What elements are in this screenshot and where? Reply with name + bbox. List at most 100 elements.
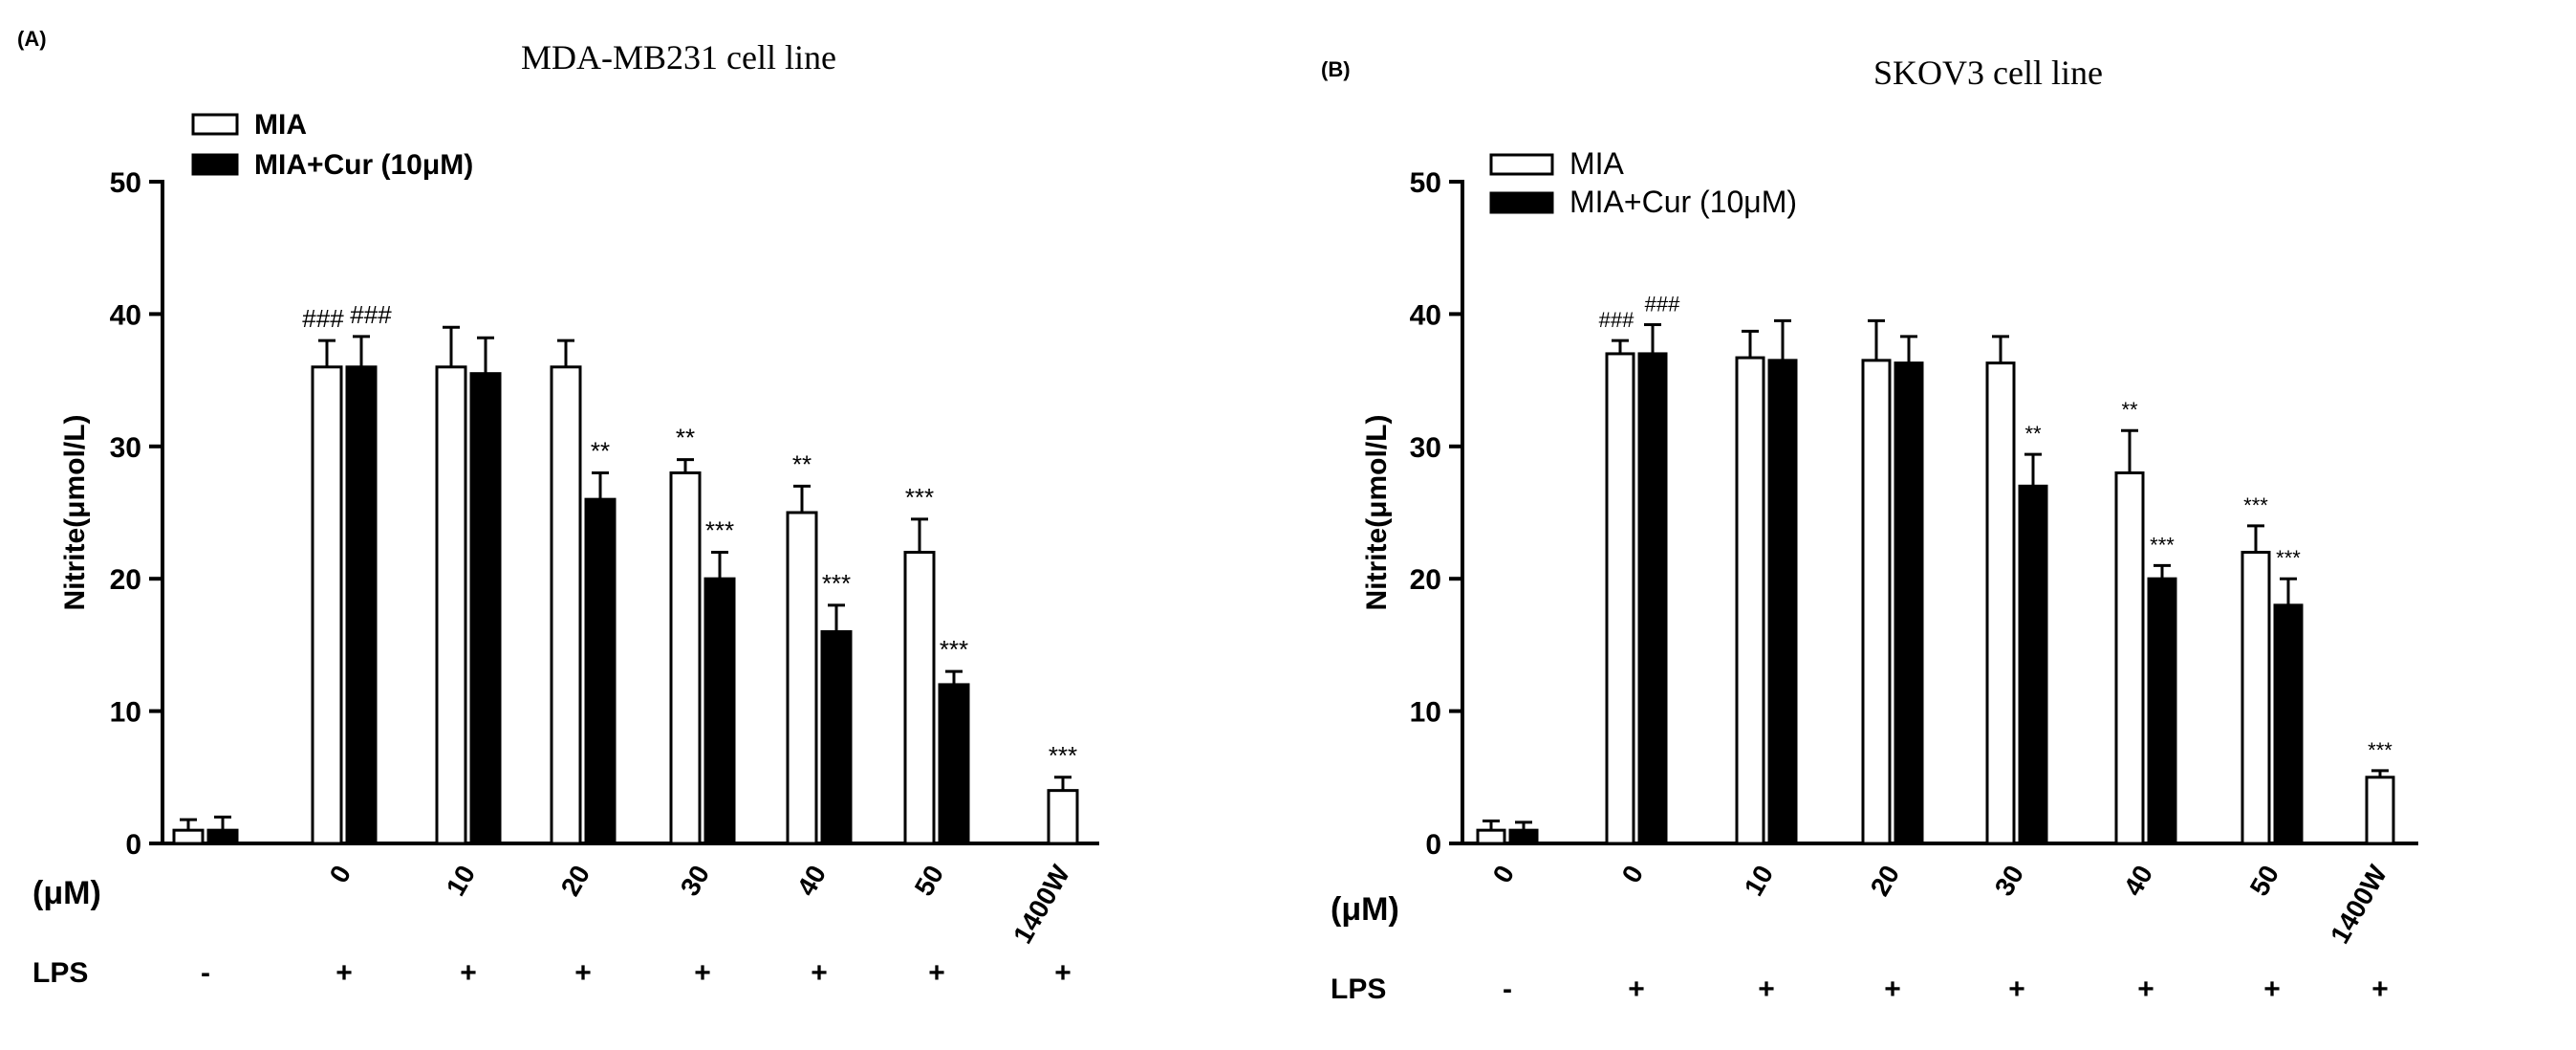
bar bbox=[2273, 603, 2304, 845]
x-tick-label: 1400W bbox=[1007, 860, 1075, 949]
y-tick-label: 30 bbox=[110, 432, 141, 464]
y-tick-label: 20 bbox=[110, 564, 141, 596]
legend-swatch bbox=[191, 113, 239, 136]
lps-sign: + bbox=[2137, 973, 2154, 1005]
lps-sign: + bbox=[1054, 957, 1072, 989]
y-axis-label: Nitrite(μmol/L) bbox=[1361, 414, 1393, 610]
lps-sign: + bbox=[1758, 973, 1775, 1005]
y-tick-label: 10 bbox=[110, 697, 141, 729]
significance-label: ### bbox=[1599, 308, 1634, 332]
lps-sign: + bbox=[574, 957, 592, 989]
lps-sign: + bbox=[928, 957, 945, 989]
lps-sign: + bbox=[2371, 973, 2389, 1005]
legend-label: MIA bbox=[254, 109, 307, 141]
chart-title: SKOV3 cell line bbox=[1873, 54, 2103, 92]
panel-label: (B) bbox=[1321, 57, 1351, 81]
x-tick-label: 30 bbox=[1989, 861, 2029, 901]
significance-label: ### bbox=[302, 304, 344, 333]
lps-row-label: LPS bbox=[1331, 973, 1386, 1005]
lps-sign: + bbox=[336, 957, 353, 989]
bar bbox=[938, 683, 970, 845]
y-tick-label: 10 bbox=[1410, 697, 1441, 729]
lps-sign: + bbox=[1628, 973, 1645, 1005]
legend-label: MIA+Cur (10μM) bbox=[1569, 185, 1797, 219]
bar bbox=[903, 551, 936, 845]
significance-label: ### bbox=[1645, 292, 1680, 316]
bar bbox=[820, 630, 853, 845]
x-tick-label: 1400W bbox=[2325, 860, 2392, 949]
significance-label: *** bbox=[2368, 738, 2392, 762]
significance-label: ** bbox=[792, 449, 812, 478]
panel-b: (B) SKOV3 cell line 0 10 20 30 40 50 Nitrite(μmo… bbox=[1321, 54, 2418, 1005]
bar bbox=[1894, 361, 1924, 845]
bar bbox=[1637, 352, 1668, 845]
panel-label: (A) bbox=[17, 27, 47, 51]
lps-sign: - bbox=[201, 957, 210, 989]
y-tick-label: 50 bbox=[110, 167, 141, 199]
bar bbox=[311, 365, 343, 845]
y-tick-label: 0 bbox=[1425, 829, 1441, 861]
lps-sign: + bbox=[1884, 973, 1901, 1005]
x-tick-label: 0 bbox=[324, 861, 357, 888]
x-tick-label: 0 bbox=[1616, 861, 1650, 888]
dose-row-label: (μM) bbox=[1331, 891, 1399, 928]
y-tick-label: 30 bbox=[1410, 432, 1441, 464]
panel-a: (A) MDA-MB231 cell line 0 10 20 30 40 50 Nitrite… bbox=[17, 27, 1099, 989]
bar bbox=[704, 577, 736, 845]
bar bbox=[1047, 789, 1079, 845]
y-axis-label: Nitrite(μmol/L) bbox=[59, 414, 91, 610]
x-tick-label: 20 bbox=[555, 861, 595, 901]
bar bbox=[172, 828, 205, 845]
bar bbox=[550, 365, 582, 845]
bar bbox=[2114, 470, 2145, 845]
x-tick-label: 40 bbox=[791, 861, 832, 901]
chart-title: MDA-MB231 cell line bbox=[521, 38, 836, 77]
bar bbox=[435, 365, 467, 845]
bar bbox=[1735, 356, 1765, 845]
bar bbox=[786, 511, 818, 845]
y-tick-label: 40 bbox=[1410, 299, 1441, 331]
legend-swatch bbox=[1489, 153, 1554, 176]
bar bbox=[1476, 828, 1506, 845]
x-tick-label: 30 bbox=[675, 861, 715, 901]
y-tick-label: 50 bbox=[1410, 167, 1441, 199]
significance-label: *** bbox=[940, 635, 968, 664]
significance-label: ### bbox=[350, 300, 392, 329]
dose-row-label: (μM) bbox=[32, 875, 101, 911]
significance-label: *** bbox=[2276, 546, 2301, 570]
bar bbox=[1861, 359, 1892, 845]
significance-label: ** bbox=[2121, 398, 2138, 422]
legend-label: MIA+Cur (10μM) bbox=[254, 149, 473, 181]
significance-label: *** bbox=[822, 569, 851, 598]
lps-sign: + bbox=[2263, 973, 2281, 1005]
x-tick-label: 0 bbox=[1487, 861, 1521, 888]
significance-label: *** bbox=[2150, 533, 2175, 557]
x-tick-label: 50 bbox=[909, 861, 949, 901]
bar bbox=[2240, 551, 2271, 845]
bar bbox=[206, 828, 239, 845]
lps-sign: + bbox=[2008, 973, 2025, 1005]
x-tick-label: 50 bbox=[2244, 861, 2284, 901]
x-tick-label: 10 bbox=[441, 861, 481, 901]
x-tick-label: 10 bbox=[1739, 861, 1779, 901]
significance-label: *** bbox=[905, 483, 934, 512]
bar bbox=[2018, 484, 2048, 845]
bar bbox=[584, 497, 617, 845]
bar bbox=[1605, 352, 1635, 845]
bar bbox=[1985, 361, 2016, 845]
bar bbox=[2365, 776, 2395, 845]
lps-sign: + bbox=[460, 957, 477, 989]
legend-swatch bbox=[191, 153, 239, 176]
significance-label: ** bbox=[591, 436, 610, 465]
bar bbox=[469, 372, 502, 845]
bar bbox=[1767, 359, 1798, 845]
bar bbox=[345, 365, 378, 845]
x-tick-label: 20 bbox=[1865, 861, 1905, 901]
significance-label: *** bbox=[705, 516, 734, 545]
significance-label: ** bbox=[2024, 422, 2042, 446]
legend-label: MIA bbox=[1569, 146, 1625, 181]
significance-label: *** bbox=[2243, 493, 2268, 517]
lps-sign: + bbox=[694, 957, 711, 989]
y-tick-label: 0 bbox=[125, 829, 141, 861]
